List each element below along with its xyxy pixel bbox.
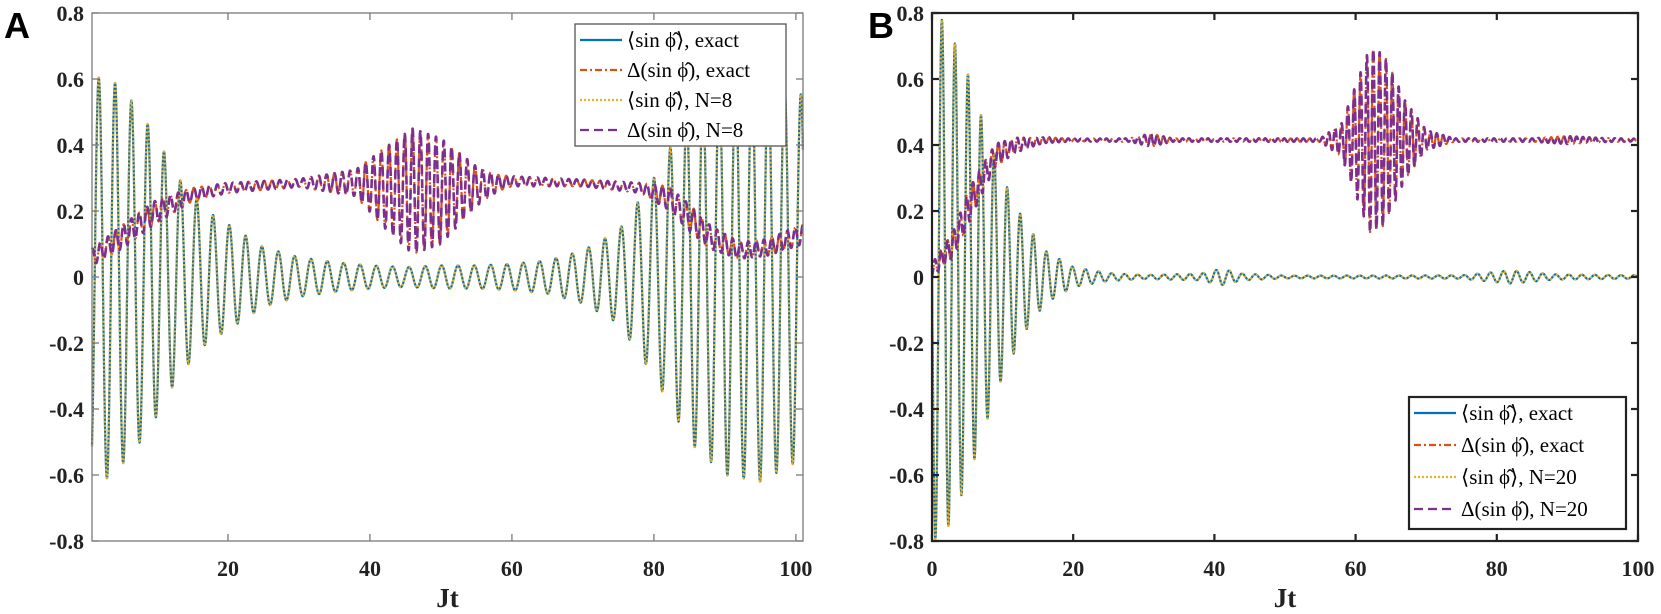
x-tick-label: 100 [779,556,812,581]
y-tick-label: -0.8 [49,529,84,554]
x-tick-label: 60 [501,556,523,581]
legend-box [574,23,787,147]
series-line-4 [930,48,1640,278]
y-tick-label: 0 [913,265,924,290]
series-line-2 [930,48,1639,278]
y-tick-label: 0.6 [57,67,85,92]
x-tick-label: 100 [1622,556,1655,581]
y-tick-label: -0.4 [889,397,924,422]
y-tick-label: 0.4 [897,133,925,158]
legend-entry: Δ(sin ϕ̂), N=20 [1461,497,1588,521]
y-tick-label: -0.2 [889,331,924,356]
legend-entry: ⟨sin ϕ̂⟩, N=8 [627,88,732,112]
y-tick-label: -0.4 [49,397,84,422]
y-tick-label: -0.8 [889,529,924,554]
legend-entry: ⟨sin ϕ̂⟩, exact [627,28,739,52]
legend-entry: Δ(sin ϕ̂), N=8 [627,118,743,142]
panel-a-plot: 20 40 60 80 100 -0.8 -0.6 -0.4 -0.2 0 0.2 0.4 0.6 0.8… [49,1,812,613]
panel-label-a: A [4,5,30,46]
y-tick-label: 0.8 [897,1,925,26]
legend-entry: ⟨sin ϕ̂⟩, N=20 [1461,465,1577,489]
x-tick-label: 0 [927,556,938,581]
x-axis-label: Jt [436,583,459,613]
y-tick-label: 0.8 [57,1,85,26]
y-tick-label: -0.6 [49,463,84,488]
y-tick-label: 0.4 [57,133,85,158]
legend-box [1407,395,1628,531]
y-tick-label: 0.2 [57,199,85,224]
x-tick-label: 40 [359,556,381,581]
x-tick-label: 20 [217,556,239,581]
y-tick-label: 0 [73,265,84,290]
legend: ⟨sin ϕ̂⟩, exact Δ(sin ϕ̂), exact ⟨sin ϕ̂⟩,… [1407,395,1628,531]
series-line-3 [90,72,805,483]
y-tick-label: 0.2 [897,199,925,224]
y-tick-label: 0.6 [897,67,925,92]
legend-entry: ⟨sin ϕ̂⟩, exact [1461,401,1573,425]
legend-entry: Δ(sin ϕ̂), exact [627,58,750,82]
panel-b-plot: 0 20 40 60 80 100 -0.8 -0.6 -0.4 -0.2 0 0.2 0.4 0.6 0.… [889,1,1654,613]
x-tick-label: 40 [1203,556,1225,581]
x-tick-label: 60 [1345,556,1367,581]
x-tick-label: 80 [1486,556,1508,581]
series-line-4 [90,127,805,265]
x-tick-label: 20 [1062,556,1084,581]
series-lines [930,18,1640,540]
y-tick-label: -0.2 [49,331,84,356]
x-axis-label: Jt [1274,583,1297,613]
series-lines [90,72,805,483]
panel-label-b: B [868,5,894,46]
x-tick-label: 80 [643,556,665,581]
legend-entry: Δ(sin ϕ̂), exact [1461,433,1584,457]
legend: ⟨sin ϕ̂⟩, exact Δ(sin ϕ̂), exact ⟨sin ϕ̂⟩,… [574,23,787,147]
y-tick-label: -0.6 [889,463,924,488]
series-line-3 [930,18,1639,540]
